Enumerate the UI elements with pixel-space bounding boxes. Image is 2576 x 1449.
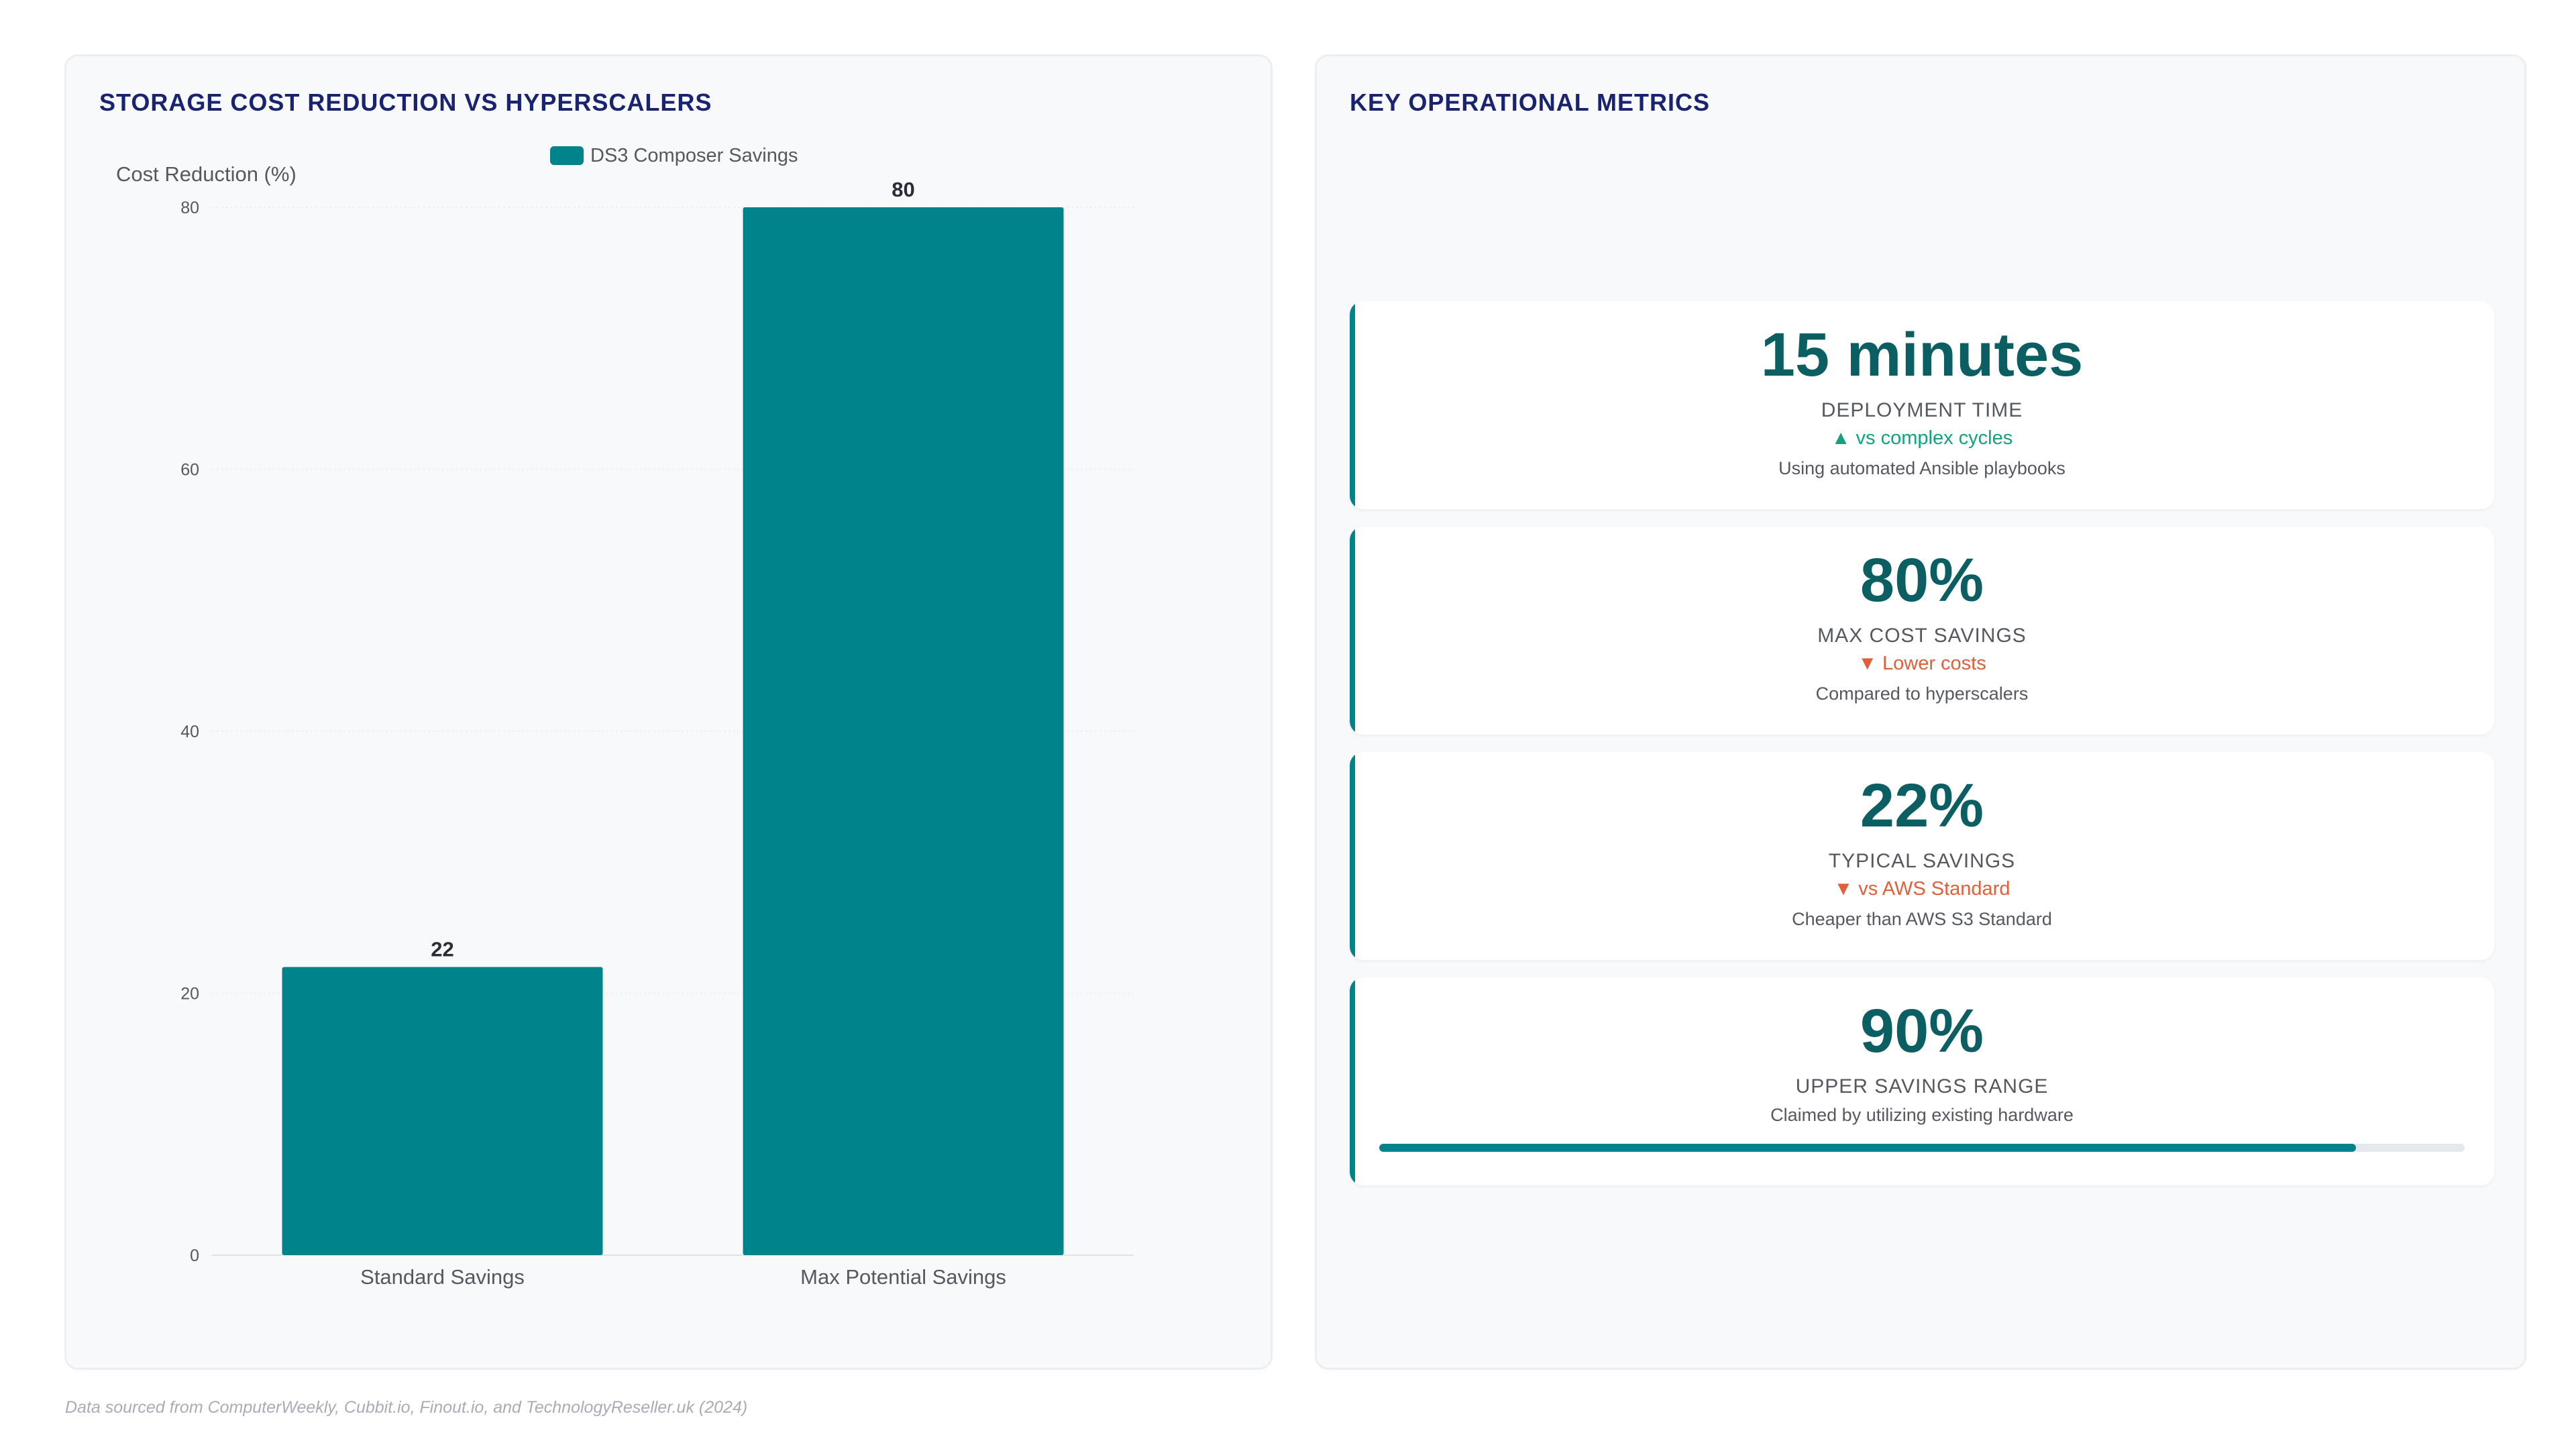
kpi-label: DEPLOYMENT TIME bbox=[1821, 399, 2023, 421]
x-tick-label: Standard Savings bbox=[360, 1265, 525, 1289]
y-tick-label: 20 bbox=[180, 985, 199, 1004]
kpi-note: Using automated Ansible playbooks bbox=[1778, 458, 2065, 478]
chart-panel: STORAGE COST REDUCTION VS HYPERSCALERS C… bbox=[64, 54, 1273, 1370]
y-axis-label: Cost Reduction (%) bbox=[116, 162, 297, 186]
footnote: Data sourced from ComputerWeekly, Cubbit… bbox=[65, 1398, 748, 1417]
card-accent bbox=[1350, 977, 1355, 1185]
kpi-value: 80% bbox=[1860, 546, 1984, 614]
savings-progress-bar bbox=[1379, 1144, 2465, 1152]
kpi-note: Cheaper than AWS S3 Standard bbox=[1792, 909, 2052, 929]
bar-chart: Cost Reduction (%) DS3 Composer Savings 0 2… bbox=[116, 145, 1134, 1289]
kpi-label: TYPICAL SAVINGS bbox=[1828, 850, 2016, 872]
metrics-panel-title: KEY OPERATIONAL METRICS bbox=[1350, 89, 1711, 116]
metrics-panel: KEY OPERATIONAL METRICS 15 minutes DEPLO… bbox=[1315, 54, 2526, 1370]
card-accent bbox=[1350, 301, 1355, 509]
kpi-note: Compared to hyperscalers bbox=[1815, 684, 2029, 704]
kpi-trend: ▼ Lower costs bbox=[1858, 653, 1986, 674]
bar-data-label: 22 bbox=[431, 937, 453, 961]
kpi-label: UPPER SAVINGS RANGE bbox=[1795, 1075, 2049, 1097]
kpi-value: 22% bbox=[1860, 771, 1984, 840]
kpi-value: 15 minutes bbox=[1760, 321, 2084, 389]
savings-progress-fill bbox=[1379, 1144, 2357, 1152]
legend-label: DS3 Composer Savings bbox=[590, 145, 798, 166]
x-tick-label: Max Potential Savings bbox=[800, 1265, 1006, 1289]
y-tick-label: 80 bbox=[180, 199, 199, 217]
kpi-value: 90% bbox=[1860, 997, 1984, 1065]
y-tick-label: 40 bbox=[180, 722, 199, 741]
bar bbox=[282, 967, 603, 1255]
bar bbox=[743, 207, 1064, 1255]
y-tick-label: 0 bbox=[190, 1246, 199, 1265]
kpi-trend: ▲ vs complex cycles bbox=[1831, 427, 2013, 449]
kpi-card-typical-savings: 22% TYPICAL SAVINGS ▼ vs AWS Standard Ch… bbox=[1350, 752, 2494, 960]
kpi-trend: ▼ vs AWS Standard bbox=[1833, 878, 2010, 900]
chart-panel-title: STORAGE COST REDUCTION VS HYPERSCALERS bbox=[99, 89, 712, 116]
y-tick-label: 60 bbox=[180, 461, 199, 480]
legend-swatch bbox=[550, 146, 584, 165]
kpi-note: Claimed by utilizing existing hardware bbox=[1770, 1105, 2074, 1125]
bar-data-label: 80 bbox=[892, 178, 914, 201]
kpi-label: MAX COST SAVINGS bbox=[1817, 625, 2027, 647]
kpi-card-max-cost-savings: 80% MAX COST SAVINGS ▼ Lower costs Compa… bbox=[1350, 527, 2494, 735]
kpi-card-deployment-time: 15 minutes DEPLOYMENT TIME ▲ vs complex … bbox=[1350, 301, 2494, 509]
kpi-card-upper-savings-range: 90% UPPER SAVINGS RANGE Claimed by utili… bbox=[1350, 977, 2494, 1185]
card-accent bbox=[1350, 527, 1355, 735]
card-accent bbox=[1350, 752, 1355, 960]
